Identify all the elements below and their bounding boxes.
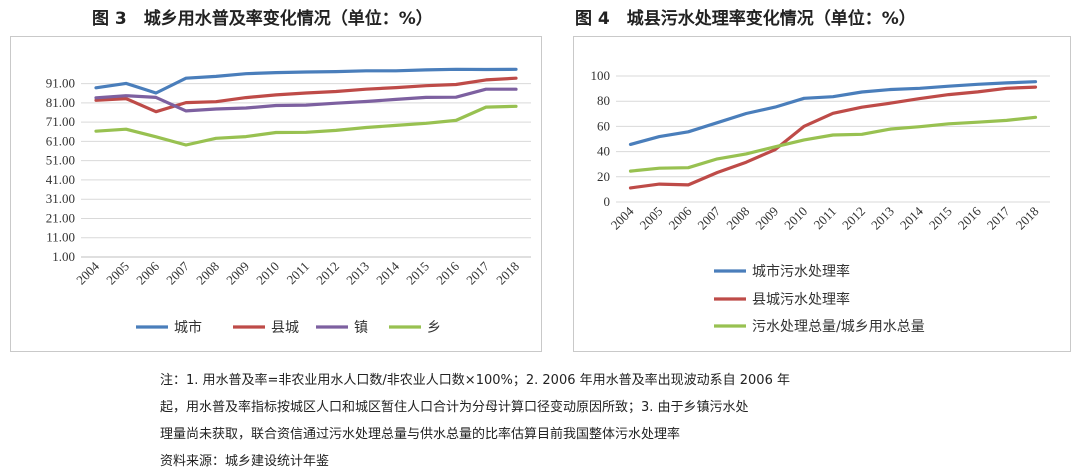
x-tick-label: 2014 xyxy=(897,203,926,232)
series-line xyxy=(94,104,518,147)
y-tick-label: 91.00 xyxy=(46,76,75,91)
legend-label: 县城 xyxy=(271,320,299,336)
y-tick-label: 51.00 xyxy=(46,153,75,168)
legend-label: 城市污水处理率 xyxy=(752,263,850,280)
y-tick-label: 81.00 xyxy=(46,95,75,110)
x-tick-label: 2011 xyxy=(283,259,312,288)
y-tick-label: 31.00 xyxy=(46,191,75,206)
legend-label: 县城污水处理率 xyxy=(752,291,850,308)
series-line xyxy=(628,115,1038,173)
x-tick-label: 2009 xyxy=(752,204,781,233)
y-tick-label: 11.00 xyxy=(46,230,75,245)
x-tick-label: 2013 xyxy=(343,259,372,288)
x-tick-label: 2010 xyxy=(781,204,810,233)
y-tick-label: 0 xyxy=(604,194,611,209)
series-line xyxy=(94,76,518,114)
y-tick-label: 61.00 xyxy=(46,133,75,148)
y-tick-label: 41.00 xyxy=(46,172,75,187)
x-tick-label: 2009 xyxy=(223,259,252,288)
series-line xyxy=(628,85,1038,190)
x-tick-label: 2005 xyxy=(637,204,666,233)
chart-left-svg: 91.00 81.00 71.00 61.00 51.00 41.00 31.00 21.00… xyxy=(46,67,531,336)
legend-label: 镇 xyxy=(354,320,368,336)
y-tick-label: 80 xyxy=(597,93,610,108)
legend-label: 污水处理总量/城乡用水总量 xyxy=(752,319,925,335)
x-tick-label: 2017 xyxy=(984,203,1013,232)
x-tick-label: 2008 xyxy=(193,259,222,288)
chart-note-line: 理量尚未获取，联合资信通过污水处理总量与供水总量的比率估算目前我国整体污水处理率 xyxy=(160,427,681,442)
x-tick-label: 2013 xyxy=(868,204,897,233)
chart-note-line: 注：1. 用水普及率=非农业用水人口数/非农业人口数×100%；2. 2006 … xyxy=(160,373,790,388)
x-tick-label: 2004 xyxy=(73,258,102,287)
y-tick-label: 100 xyxy=(591,68,611,83)
chart-title-right: 图 4 城县污水处理率变化情况（单位：%） xyxy=(575,9,916,29)
y-tick-label: 40 xyxy=(597,144,610,159)
legend-label: 城市 xyxy=(174,319,202,336)
x-tick-label: 2018 xyxy=(1013,204,1042,233)
x-tick-label: 2007 xyxy=(694,203,723,232)
x-tick-label: 2011 xyxy=(810,204,839,233)
series-line xyxy=(628,80,1038,147)
chart-panel-right: 100 80 60 40 20 0 2004 2005 2006 2007 2008 2009 2010… xyxy=(573,36,1071,352)
x-tick-label: 2006 xyxy=(133,258,162,287)
x-tick-label: 2004 xyxy=(608,203,637,232)
x-tick-label: 2005 xyxy=(103,259,132,288)
legend-label: 乡 xyxy=(427,320,441,336)
x-tick-label: 2016 xyxy=(433,258,462,287)
x-tick-label: 2014 xyxy=(373,258,402,287)
series-line xyxy=(94,87,518,113)
y-tick-label: 60 xyxy=(597,118,610,133)
x-tick-label: 2007 xyxy=(163,258,192,287)
x-tick-label: 2017 xyxy=(463,258,492,287)
x-tick-label: 2012 xyxy=(313,259,342,288)
x-tick-label: 2018 xyxy=(493,259,522,288)
source-note: 资料来源：城乡建设统计年鉴 xyxy=(160,454,330,469)
chart-title-left: 图 3 城乡用水普及率变化情况（单位：%） xyxy=(92,9,433,29)
y-tick-label: 71.00 xyxy=(46,114,75,129)
y-tick-label: 1.00 xyxy=(52,249,75,264)
y-tick-label: 21.00 xyxy=(46,210,75,225)
y-tick-label: 20 xyxy=(597,169,610,184)
x-tick-label: 2015 xyxy=(926,204,955,233)
series-line xyxy=(94,67,518,95)
x-tick-label: 2008 xyxy=(723,204,752,233)
x-tick-label: 2006 xyxy=(665,203,694,232)
x-tick-label: 2010 xyxy=(253,259,282,288)
x-tick-label: 2012 xyxy=(839,204,868,233)
x-tick-label: 2015 xyxy=(403,259,432,288)
chart-panel-left: 91.00 81.00 71.00 61.00 51.00 41.00 31.00 21.00… xyxy=(10,36,542,352)
x-tick-label: 2016 xyxy=(955,203,984,232)
chart-note-line: 起，用水普及率指标按城区人口和城区暂住人口合计为分母计算口径变动原因所致；3. … xyxy=(160,400,749,415)
